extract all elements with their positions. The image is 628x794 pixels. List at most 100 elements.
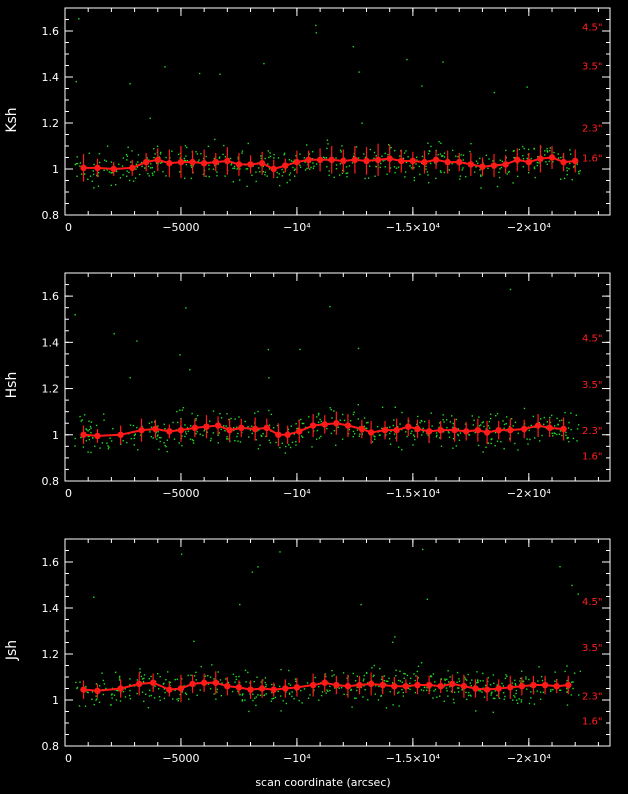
scatter-point xyxy=(525,676,527,678)
scatter-point xyxy=(479,680,482,682)
binned-point xyxy=(456,158,463,166)
scatter-point xyxy=(257,566,259,568)
scatter-point xyxy=(493,682,495,685)
scatter-point xyxy=(143,677,145,680)
scatter-point xyxy=(407,156,409,158)
scatter-point xyxy=(272,697,275,700)
scatter-point xyxy=(232,167,234,170)
scatter-point xyxy=(280,668,282,671)
scatter-point xyxy=(122,157,125,159)
scatter-point xyxy=(233,429,235,432)
scatter-point xyxy=(514,421,517,424)
scatter-point xyxy=(237,690,239,693)
scatter-point xyxy=(118,679,121,681)
scatter-point xyxy=(153,156,155,159)
binned-point xyxy=(258,160,266,167)
scatter-point xyxy=(502,420,504,422)
scatter-point xyxy=(530,697,532,699)
binned-point xyxy=(282,685,289,692)
scatter-point xyxy=(258,429,260,431)
scatter-point xyxy=(262,165,264,168)
scatter-point xyxy=(168,681,170,683)
scatter-point xyxy=(352,430,355,433)
scatter-point xyxy=(573,672,576,674)
scatter-point xyxy=(367,177,370,179)
scatter-point xyxy=(487,680,489,683)
scatter-point xyxy=(374,436,376,438)
scatter-point xyxy=(179,157,182,159)
scatter-point xyxy=(309,694,311,696)
scatter-point xyxy=(514,696,516,698)
scatter-point xyxy=(176,678,179,681)
scatter-point xyxy=(496,684,498,686)
scatter-point xyxy=(352,413,355,416)
scatter-point xyxy=(277,157,280,159)
scatter-point xyxy=(285,702,288,705)
scatter-point xyxy=(191,166,193,169)
scatter-point xyxy=(389,443,392,446)
scatter-point xyxy=(74,445,76,447)
binned-point xyxy=(247,161,254,168)
binned-point xyxy=(152,425,159,433)
scatter-point xyxy=(317,685,320,688)
scatter-point xyxy=(285,691,287,693)
y-tick-label: 1.2 xyxy=(42,648,60,661)
scatter-point xyxy=(549,421,552,424)
scatter-point xyxy=(238,675,240,678)
scatter-point xyxy=(429,675,432,677)
scatter-point xyxy=(577,424,580,426)
scatter-point xyxy=(363,678,365,680)
scatter-point xyxy=(395,669,397,672)
scatter-point xyxy=(294,678,297,680)
scatter-point xyxy=(564,670,566,673)
scatter-point xyxy=(381,427,383,430)
scatter-point xyxy=(554,671,556,673)
scatter-point xyxy=(264,171,267,174)
scatter-point xyxy=(373,157,375,160)
scatter-point xyxy=(413,179,416,182)
scatter-point xyxy=(469,150,471,153)
scatter-point xyxy=(232,427,235,429)
binned-point xyxy=(344,683,352,690)
scatter-point xyxy=(465,691,467,694)
scatter-point xyxy=(323,157,326,159)
scatter-point xyxy=(217,442,219,444)
scatter-point xyxy=(207,675,209,677)
scatter-point xyxy=(199,433,201,436)
scatter-point xyxy=(366,682,369,684)
scatter-point xyxy=(183,157,186,160)
binned-point xyxy=(479,163,486,170)
scatter-point xyxy=(268,377,270,379)
scatter-point xyxy=(251,174,253,176)
scatter-point xyxy=(164,444,166,447)
scatter-point xyxy=(235,678,238,681)
scatter-point xyxy=(89,425,92,428)
binned-point xyxy=(520,425,528,433)
scatter-point xyxy=(182,406,185,409)
scatter-point xyxy=(552,688,554,691)
scatter-point xyxy=(164,691,166,694)
scatter-point xyxy=(241,700,243,702)
binned-point xyxy=(293,158,301,166)
scatter-point xyxy=(185,693,188,696)
seeing-label: 1.6" xyxy=(582,717,603,728)
scatter-point xyxy=(95,424,98,427)
scatter-point xyxy=(226,438,228,440)
scatter-point xyxy=(569,162,571,165)
scatter-point xyxy=(482,672,484,675)
scatter-point xyxy=(539,418,542,420)
scatter-point xyxy=(537,680,539,682)
scatter-point xyxy=(520,701,523,703)
scatter-point xyxy=(212,410,215,412)
scatter-point xyxy=(512,699,514,701)
scatter-point xyxy=(559,420,561,422)
scatter-point xyxy=(558,433,561,435)
scatter-point xyxy=(117,690,119,692)
scatter-point xyxy=(417,665,420,667)
scatter-point xyxy=(392,704,394,706)
scatter-point xyxy=(363,417,366,419)
scatter-point xyxy=(533,703,536,705)
scatter-point xyxy=(165,175,167,177)
scatter-point xyxy=(283,152,286,155)
binned-point xyxy=(340,157,347,165)
